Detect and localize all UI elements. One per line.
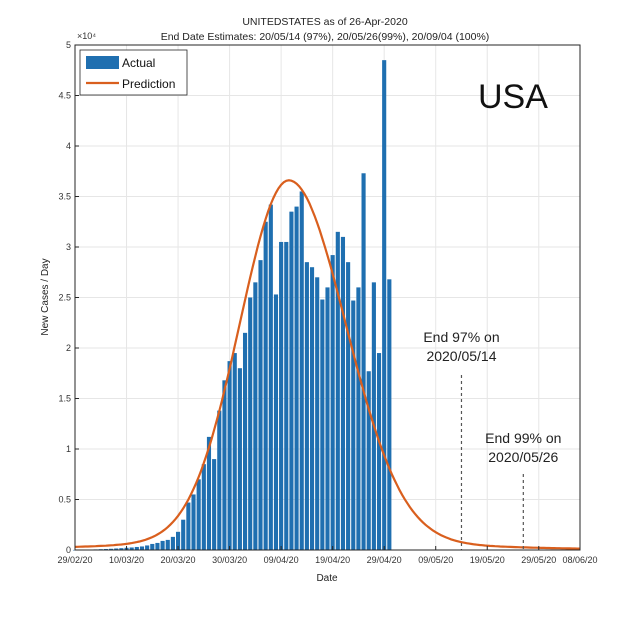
bar bbox=[361, 173, 366, 550]
bar bbox=[294, 206, 299, 550]
x-tick-label: 08/06/20 bbox=[562, 555, 597, 565]
legend-swatch-actual bbox=[86, 56, 119, 69]
chart-subtitle: End Date Estimates: 20/05/14 (97%), 20/0… bbox=[161, 31, 490, 43]
bar bbox=[387, 279, 392, 550]
bar bbox=[227, 361, 232, 550]
bar bbox=[289, 211, 294, 550]
annotations: End 97% on 2020/05/14 End 99% on 2020/05/26 bbox=[423, 329, 561, 550]
x-axis-label: Date bbox=[316, 573, 338, 584]
bar bbox=[160, 540, 165, 550]
bar bbox=[145, 545, 150, 550]
annotation-line1: End 99% on bbox=[485, 430, 561, 446]
bar bbox=[114, 548, 119, 550]
x-tick-label: 29/04/20 bbox=[367, 555, 402, 565]
chart-title: UNITEDSTATES as of 26-Apr-2020 bbox=[242, 16, 407, 28]
bar bbox=[253, 282, 258, 550]
bar bbox=[196, 479, 201, 550]
bar bbox=[242, 332, 248, 550]
tick-labels: 0 0.5 1 1.5 2 2.5 3 3.5 4 4.5 5 29/02/20 10/03/20 20/… bbox=[57, 40, 597, 565]
bar bbox=[320, 299, 325, 550]
bar bbox=[191, 494, 196, 550]
prediction-line bbox=[74, 179, 580, 550]
bar bbox=[129, 547, 134, 550]
x-tick-label: 20/03/20 bbox=[161, 555, 196, 565]
annotation-line1: End 97% on bbox=[423, 329, 499, 345]
y-tick-label: 5 bbox=[66, 40, 71, 50]
y-tick-label: 2 bbox=[66, 343, 71, 353]
y-axis-label: New Cases / Day bbox=[40, 258, 51, 335]
x-tick-label: 19/05/20 bbox=[470, 555, 505, 565]
bar bbox=[258, 260, 263, 550]
legend-label-prediction: Prediction bbox=[122, 77, 175, 91]
y-tick-label: 4 bbox=[66, 141, 71, 151]
bar bbox=[212, 459, 217, 550]
bar bbox=[176, 531, 181, 550]
bar bbox=[304, 262, 309, 550]
y-tick-label: 2.5 bbox=[58, 293, 71, 303]
bar bbox=[134, 546, 139, 550]
bar bbox=[237, 368, 242, 550]
legend: Actual Prediction bbox=[79, 49, 188, 96]
bar bbox=[346, 262, 351, 550]
y-tick-label: 3 bbox=[66, 242, 71, 252]
bar bbox=[248, 297, 253, 550]
bar bbox=[109, 548, 114, 550]
x-tick-label: 29/05/20 bbox=[521, 555, 556, 565]
bar bbox=[155, 542, 160, 550]
bar bbox=[279, 241, 284, 550]
y-tick-label: 1 bbox=[66, 444, 71, 454]
bar bbox=[268, 204, 273, 550]
bar bbox=[232, 353, 237, 550]
bar bbox=[206, 436, 212, 550]
y-tick-label: 3.5 bbox=[58, 192, 71, 202]
x-tick-label: 09/04/20 bbox=[264, 555, 299, 565]
bar bbox=[356, 287, 361, 550]
bar bbox=[351, 300, 356, 550]
bar bbox=[119, 548, 124, 550]
bar bbox=[150, 543, 155, 550]
y-tick-label: 4.5 bbox=[58, 91, 71, 101]
bar bbox=[309, 267, 315, 550]
bar bbox=[217, 410, 222, 550]
bar bbox=[170, 536, 175, 550]
bar bbox=[222, 380, 227, 550]
bar bbox=[165, 539, 170, 550]
x-tick-label: 10/03/20 bbox=[109, 555, 144, 565]
bar bbox=[139, 546, 145, 550]
y-exponent: ×10⁴ bbox=[77, 31, 96, 41]
bar bbox=[103, 548, 108, 550]
legend-label-actual: Actual bbox=[122, 56, 155, 70]
annotation-line2: 2020/05/14 bbox=[426, 348, 496, 364]
bar bbox=[340, 236, 346, 550]
bar bbox=[273, 294, 279, 550]
bar bbox=[315, 277, 320, 550]
bar bbox=[371, 282, 376, 550]
bar bbox=[325, 287, 330, 550]
x-tick-label: 09/05/20 bbox=[418, 555, 453, 565]
bar bbox=[181, 519, 186, 550]
country-label: USA bbox=[478, 78, 548, 116]
bar bbox=[382, 60, 387, 551]
bar bbox=[263, 221, 268, 550]
bar bbox=[284, 241, 289, 550]
bar bbox=[201, 464, 206, 550]
bars-series bbox=[72, 60, 392, 551]
bar bbox=[299, 191, 304, 550]
bar bbox=[186, 502, 191, 550]
x-tick-label: 19/04/20 bbox=[315, 555, 350, 565]
bar bbox=[330, 255, 335, 550]
x-tick-label: 29/02/20 bbox=[57, 555, 92, 565]
annotation-line2: 2020/05/26 bbox=[488, 449, 558, 465]
bar bbox=[335, 231, 340, 550]
x-tick-label: 30/03/20 bbox=[212, 555, 247, 565]
y-tick-label: 1.5 bbox=[58, 394, 71, 404]
bar bbox=[366, 371, 371, 550]
y-tick-label: 0 bbox=[66, 545, 71, 555]
y-tick-label: 0.5 bbox=[58, 495, 71, 505]
bar bbox=[376, 353, 382, 550]
